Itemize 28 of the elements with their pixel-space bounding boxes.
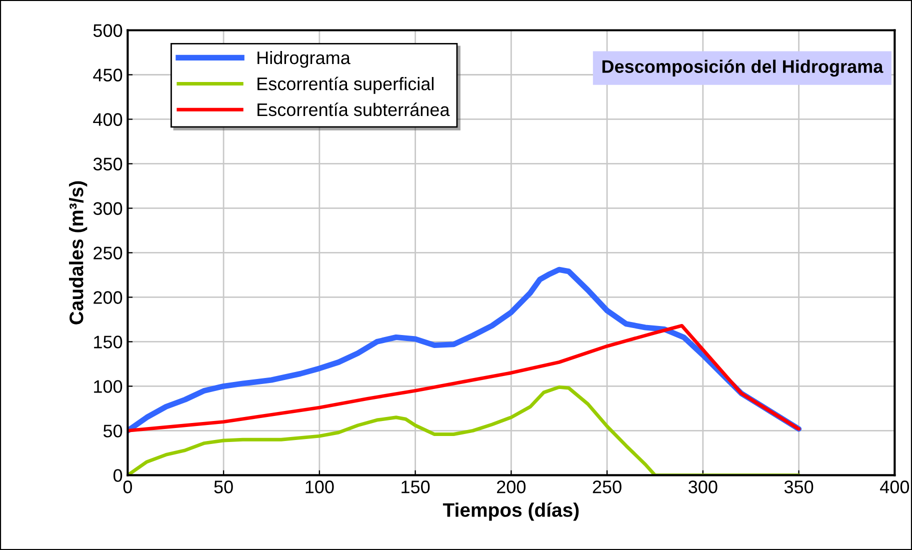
y-tick-label: 100 bbox=[94, 380, 122, 393]
x-axis-title: Tiempos (días) bbox=[442, 502, 579, 521]
y-tick-label: 50 bbox=[103, 424, 122, 438]
y-tick-label: 400 bbox=[93, 113, 122, 126]
y-tick-label: 350 bbox=[93, 158, 122, 170]
x-tick-label: 300 bbox=[688, 480, 718, 494]
x-tick-label: 100 bbox=[306, 480, 334, 494]
y-tick-label: 0 bbox=[113, 469, 122, 482]
legend-label: Escorrentía subterránea bbox=[258, 102, 450, 116]
x-tick-label: 150 bbox=[402, 480, 430, 494]
y-tick-label: 200 bbox=[94, 291, 122, 304]
legend-label: Escorrentía superficial bbox=[258, 76, 434, 94]
x-tick-label: 350 bbox=[784, 480, 814, 494]
y-tick-label: 300 bbox=[93, 202, 122, 215]
x-tick-label: 250 bbox=[592, 480, 622, 494]
y-tick-label: 450 bbox=[93, 68, 122, 82]
y-tick-label: 500 bbox=[93, 24, 122, 37]
x-tick-label: 400 bbox=[880, 480, 910, 494]
line-series bbox=[128, 324, 801, 432]
x-tick-label: 50 bbox=[214, 480, 233, 494]
x-tick-label: 200 bbox=[497, 480, 526, 494]
text: Descomposición del Hidrograma bbox=[602, 60, 884, 77]
y-axis-title: Caudales (m³/s) bbox=[69, 181, 88, 324]
x-tick-label: 0 bbox=[123, 480, 132, 494]
line-series bbox=[128, 385, 801, 476]
legend-label: Hidrograma bbox=[258, 50, 350, 68]
y-tick-label: 250 bbox=[94, 246, 122, 260]
y-tick-label: 150 bbox=[94, 336, 122, 348]
